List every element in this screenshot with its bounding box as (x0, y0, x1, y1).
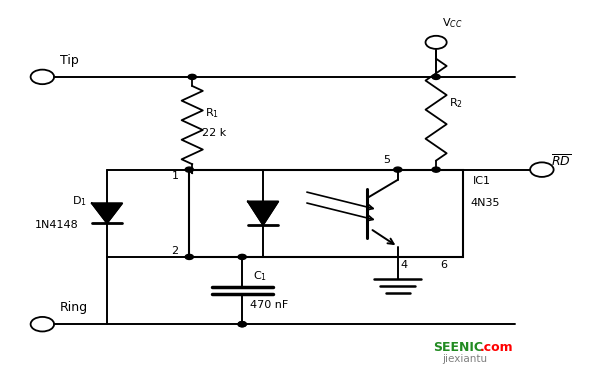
Text: R$_2$: R$_2$ (449, 96, 463, 110)
Text: 470 nF: 470 nF (250, 300, 288, 310)
Text: 5: 5 (383, 155, 390, 165)
Circle shape (185, 254, 193, 259)
Circle shape (238, 322, 246, 327)
Text: .com: .com (480, 341, 514, 355)
Text: 4N35: 4N35 (470, 198, 499, 208)
Circle shape (238, 254, 246, 259)
Circle shape (188, 74, 196, 80)
Polygon shape (92, 203, 122, 223)
Text: $\overline{RD}$: $\overline{RD}$ (551, 154, 571, 170)
Text: SEENIC: SEENIC (433, 341, 483, 355)
Text: Tip: Tip (60, 54, 79, 67)
Text: jiexiantu: jiexiantu (442, 355, 487, 365)
Text: D$_1$: D$_1$ (72, 194, 86, 208)
Circle shape (432, 74, 440, 80)
Text: 22 k: 22 k (201, 128, 226, 138)
Text: 2: 2 (172, 246, 179, 256)
Circle shape (432, 167, 440, 172)
Circle shape (185, 167, 193, 172)
Circle shape (394, 167, 402, 172)
Text: 4: 4 (401, 260, 408, 270)
Text: C$_1$: C$_1$ (253, 270, 267, 283)
Text: 1N4148: 1N4148 (35, 220, 79, 230)
Circle shape (238, 322, 246, 327)
Text: 1: 1 (172, 171, 179, 181)
Text: 6: 6 (440, 260, 447, 270)
Text: V$_{CC}$: V$_{CC}$ (442, 16, 462, 30)
Polygon shape (248, 202, 278, 225)
Text: R$_1$: R$_1$ (205, 106, 219, 120)
Bar (190, 170, 462, 257)
Text: IC1: IC1 (473, 176, 491, 186)
Text: Ring: Ring (60, 301, 88, 314)
